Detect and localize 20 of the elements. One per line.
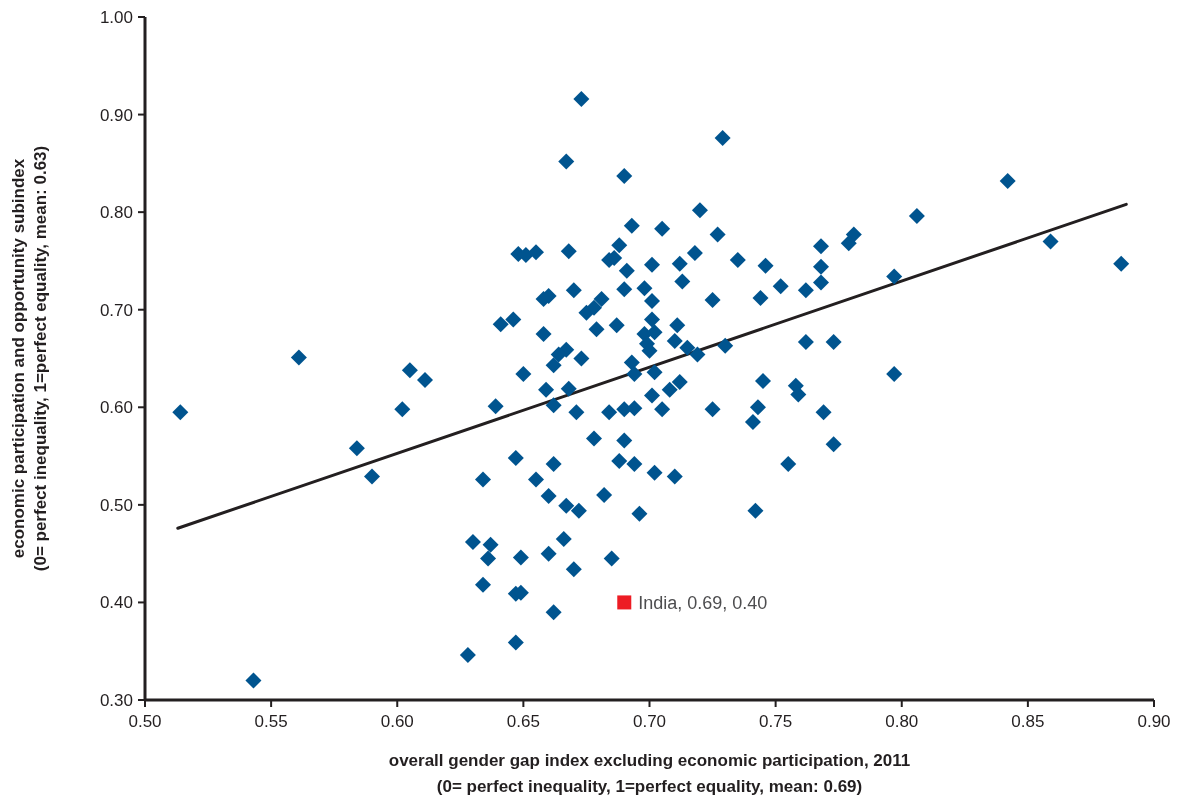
y-axis-title: economic participation and opportunity subindex (0= perfect inequality, 1=perfect equality, mean: 0.63) <box>9 145 50 572</box>
y-tick-label: 0.90 <box>99 105 133 125</box>
x-tick-label: 0.80 <box>885 712 919 731</box>
x-tick-label: 0.50 <box>128 712 162 731</box>
y-tick-label: 0.40 <box>99 593 133 613</box>
y-tick-label: 0.70 <box>99 300 133 320</box>
x-tick-label: 0.90 <box>1137 712 1171 731</box>
annotation: India, 0.69, 0.40 <box>638 592 768 613</box>
y-tick-label: 0.30 <box>99 690 133 710</box>
x-tick-label: 0.65 <box>506 712 540 731</box>
x-tick-label: 0.60 <box>380 712 414 731</box>
x-tick-label: 0.55 <box>254 712 288 731</box>
x-tick-label: 0.70 <box>632 712 667 731</box>
y-tick-label: 0.80 <box>99 203 133 223</box>
y-tick-label: 0.60 <box>99 398 133 418</box>
y-tick-label: 0.50 <box>99 495 133 515</box>
x-axis-title: overall gender gap index excluding economic participation, 2011 (0= perfect inequality, 1=perfect equality, mean: 0.69) <box>388 751 911 796</box>
y-tick-label: 1.00 <box>99 7 133 27</box>
x-tick-label: 0.85 <box>1011 712 1045 731</box>
x-tick-label: 0.75 <box>759 712 793 731</box>
